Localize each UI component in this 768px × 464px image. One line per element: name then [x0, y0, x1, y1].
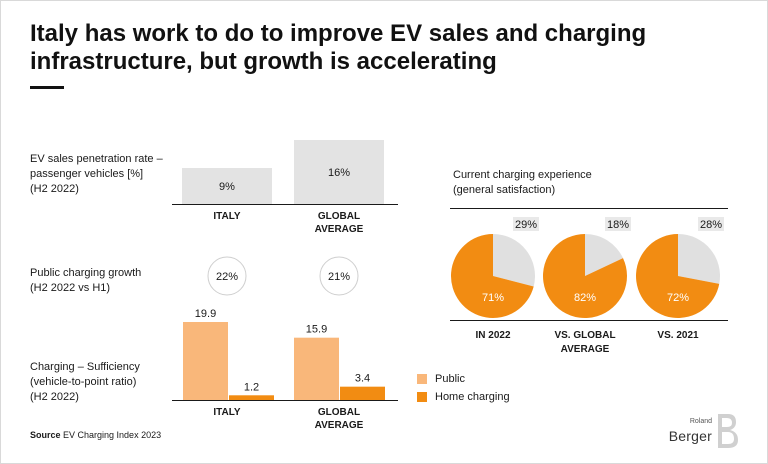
pie-2-satisfied-slice — [636, 234, 720, 319]
source-text: EV Charging Index 2023 — [60, 430, 162, 440]
pie-1-other-label-box — [605, 217, 631, 231]
penetration-value-label-1: 16% — [328, 167, 350, 179]
pie-0-other-label: 29% — [515, 219, 537, 231]
pie-2-satisfied-label: 72% — [667, 292, 689, 304]
sufficiency-category-global-line-2: AVERAGE — [315, 420, 364, 431]
pie-1-category-line-2: AVERAGE — [561, 344, 610, 355]
source-prefix: Source — [30, 430, 61, 440]
sufficiency-category-global-line-1: GLOBAL — [318, 407, 360, 418]
source-note: Source EV Charging Index 2023 — [30, 430, 161, 440]
pie-0-category-line-1: IN 2022 — [475, 330, 510, 341]
legend-swatch-home — [417, 392, 427, 402]
satisfaction-pies: Current charging experience (general sati… — [450, 169, 728, 355]
title-line-2: infrastructure, but growth is accelerati… — [30, 48, 497, 75]
pie-0-other-label-box — [513, 217, 539, 231]
sufficiency-home-value-1: 3.4 — [355, 373, 370, 385]
roland-berger-logo: Roland Berger — [660, 412, 740, 452]
pie-0-satisfied-slice — [450, 234, 534, 319]
legend-label-home: Home charging — [435, 391, 510, 403]
chart-title: Italy has work to do to improve EV sales… — [30, 20, 730, 76]
legend-item-home: Home charging — [417, 388, 510, 406]
growth-chart: 22% 21% — [207, 256, 359, 296]
title-line-1: Italy has work to do to improve EV sales… — [30, 20, 647, 47]
legend-swatch-public — [417, 374, 427, 384]
legend-item-public: Public — [417, 370, 510, 388]
sufficiency-public-bar-0 — [183, 322, 228, 400]
growth-circle-0 — [207, 256, 247, 296]
sufficiency-chart: 19.9 1.2 15.9 3.4 ITALY GLOBAL AVERAGE — [172, 308, 398, 431]
penetration-label-line-2: passenger vehicles [%] — [30, 168, 144, 180]
growth-label-line-1: Public charging growth — [30, 267, 142, 279]
growth-value-label-0: 22% — [216, 271, 238, 283]
sufficiency-label-line-2: (vehicle-to-point ratio) — [30, 376, 137, 388]
pie-2-other-slice — [678, 234, 721, 284]
penetration-value-label-0: 9% — [219, 181, 235, 193]
pie-1-other-slice — [585, 234, 623, 276]
penetration-category-global-line-1: GLOBAL — [318, 211, 360, 222]
legend-label-public: Public — [435, 373, 465, 385]
pie-2-other-label: 28% — [700, 219, 722, 231]
logo-b-mark-icon — [718, 414, 738, 448]
pie-0-satisfied-label: 71% — [482, 292, 504, 304]
sufficiency-home-value-0: 1.2 — [244, 381, 259, 393]
penetration-category-italy: ITALY — [213, 211, 241, 222]
penetration-category-global-line-2: AVERAGE — [315, 224, 364, 235]
pies-title-line-1: Current charging experience — [453, 169, 592, 181]
sufficiency-label-line-1: Charging – Sufficiency — [30, 361, 140, 373]
pie-1-category-line-1: VS. GLOBAL — [554, 330, 615, 341]
sufficiency-label-line-3: (H2 2022) — [30, 391, 79, 403]
sufficiency-row-label: Charging – Sufficiency (vehicle-to-point… — [30, 360, 140, 405]
growth-circle-1 — [319, 256, 359, 296]
sufficiency-category-italy: ITALY — [213, 407, 241, 418]
pie-1-satisfied-label: 82% — [574, 292, 596, 304]
growth-label-line-2: (H2 2022 vs H1) — [30, 282, 111, 294]
pie-2-category-line-1: VS. 2021 — [657, 330, 699, 341]
logo-berger-text: Berger — [668, 428, 712, 444]
sufficiency-public-value-0: 19.9 — [195, 308, 216, 320]
sufficiency-home-bar-0 — [229, 395, 274, 400]
pie-1-other-label: 18% — [607, 219, 629, 231]
pie-2-other-label-box — [698, 217, 724, 231]
penetration-bar-0 — [182, 168, 272, 204]
pie-0-other-slice — [493, 234, 535, 287]
penetration-chart: 9% 16% ITALY GLOBAL AVERAGE — [172, 140, 398, 235]
penetration-row-label: EV sales penetration rate – passenger ve… — [30, 152, 163, 197]
logo-roland-text: Roland — [689, 418, 712, 425]
title-underline — [30, 86, 64, 89]
growth-value-label-1: 21% — [328, 271, 350, 283]
pie-1-satisfied-slice — [542, 233, 627, 319]
sufficiency-public-value-1: 15.9 — [306, 324, 327, 336]
pies-title-line-2: (general satisfaction) — [453, 184, 555, 196]
growth-row-label: Public charging growth (H2 2022 vs H1) — [30, 266, 141, 296]
sufficiency-public-bar-1 — [294, 337, 339, 400]
penetration-label-line-1: EV sales penetration rate – — [30, 153, 163, 165]
penetration-bar-1 — [294, 140, 384, 204]
sufficiency-home-bar-1 — [340, 386, 385, 400]
sufficiency-legend: Public Home charging — [417, 370, 510, 406]
penetration-label-line-3: (H2 2022) — [30, 183, 79, 195]
